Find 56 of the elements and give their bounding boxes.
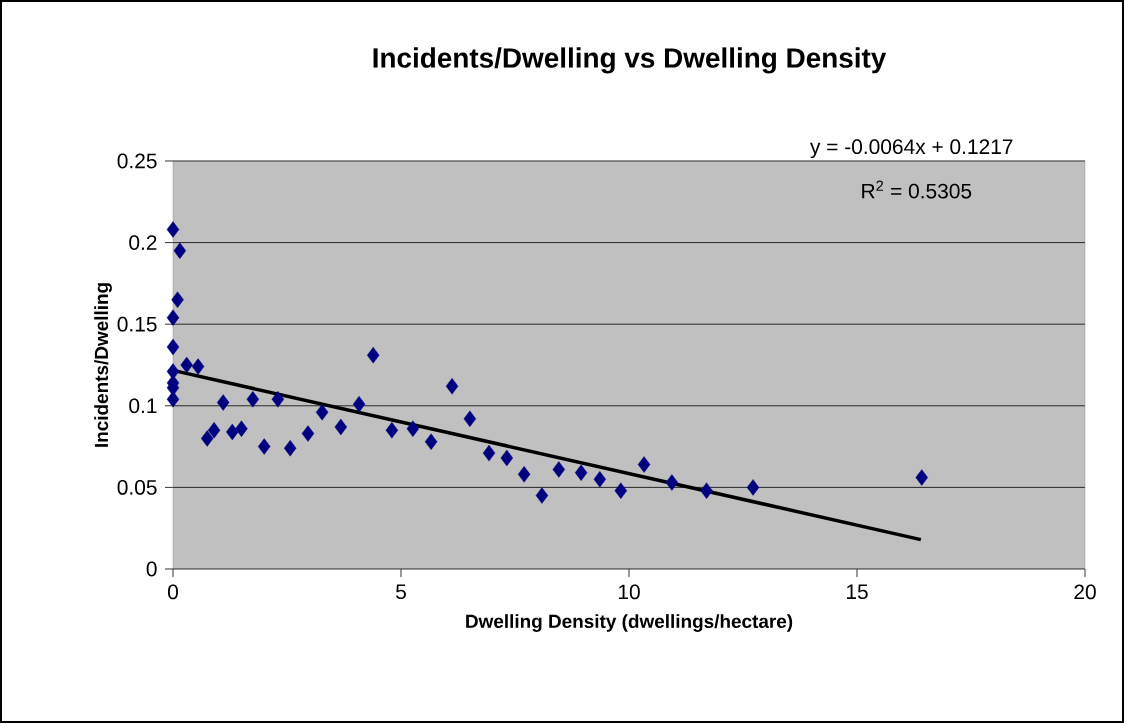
point — [637, 456, 651, 473]
point — [445, 378, 459, 395]
point — [166, 338, 180, 356]
point — [201, 430, 214, 447]
y-tick-label: 0 — [146, 561, 157, 577]
x-tick-label: 15 — [846, 584, 868, 600]
point — [246, 391, 260, 408]
point — [352, 395, 366, 413]
point — [271, 391, 285, 408]
point — [366, 346, 380, 364]
point — [258, 438, 271, 455]
point — [284, 440, 297, 457]
point — [180, 356, 193, 374]
point — [574, 464, 588, 481]
point — [593, 471, 607, 488]
point — [173, 242, 187, 259]
point — [406, 420, 420, 437]
y-tick-label: 0.25 — [117, 153, 157, 169]
point — [226, 423, 239, 441]
x-tick-label: 0 — [168, 584, 178, 600]
point — [191, 358, 205, 375]
point — [552, 461, 565, 478]
point — [424, 433, 438, 450]
x-axis-title: Dwelling Density (dwellings/hectare) — [466, 614, 793, 632]
point — [166, 391, 180, 408]
point — [171, 291, 184, 308]
y-tick-label: 0.1 — [129, 398, 157, 414]
y-tick-label: 0.2 — [129, 235, 157, 250]
point — [166, 309, 180, 326]
x-tick-label: 5 — [396, 584, 406, 600]
y-axis-title: Incidents/Dwelling — [94, 283, 112, 447]
point — [500, 449, 513, 467]
y-tick-label: 0.15 — [117, 316, 157, 332]
point — [315, 404, 329, 421]
annotation: R$^{2}$ = 0.5305 — [862, 180, 972, 199]
x-tick-label: 20 — [1074, 584, 1096, 600]
point — [746, 479, 760, 496]
point — [166, 221, 180, 238]
chart-title: Incidents/Dwelling vs Dwelling Density — [373, 47, 887, 74]
point — [235, 420, 248, 437]
x-tick-label: 10 — [618, 584, 640, 600]
point — [216, 394, 230, 411]
point — [385, 422, 399, 439]
point — [463, 410, 477, 428]
point — [517, 466, 531, 483]
point — [301, 425, 315, 442]
point — [614, 482, 627, 499]
y-tick-label: 0.05 — [117, 479, 157, 495]
point — [535, 487, 549, 504]
point — [482, 444, 496, 462]
point — [915, 469, 928, 486]
point — [334, 418, 348, 436]
point — [665, 474, 679, 491]
text: y = -0.0064x + 0.1217 — [810, 139, 1013, 159]
point — [207, 422, 221, 439]
point — [700, 482, 713, 499]
